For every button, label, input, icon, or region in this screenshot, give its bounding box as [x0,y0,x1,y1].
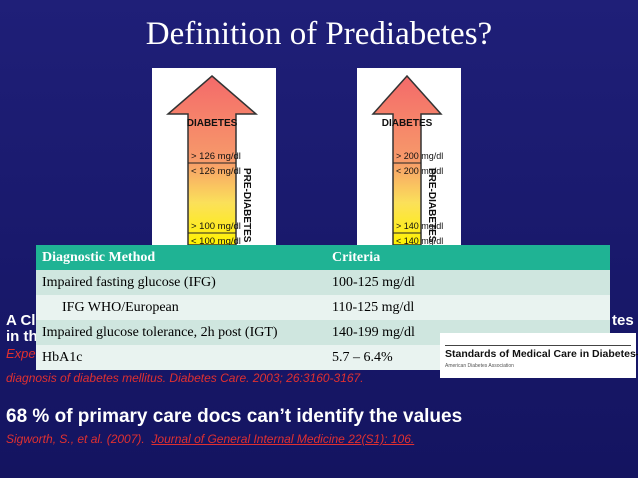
rule [445,345,631,346]
arrow-label: < 100 mg/dl [191,236,241,245]
cell: IFG WHO/European [36,295,326,320]
criteria-table: Diagnostic Method Criteria Impaired fasti… [36,245,610,370]
cell: 110-125 mg/dl [326,295,610,320]
text-fragment: tes [612,312,634,329]
arrow-label: < 200 mg/dl [396,166,443,176]
arrow-label: < 126 mg/dl [191,166,241,177]
side-label: PRE-DIABETES [241,168,252,243]
text-fragment: in th [6,328,38,345]
statement: 68 % of primary care docs can’t identify… [6,406,463,427]
cell: HbA1c [36,345,326,370]
slide-title: Definition of Prediabetes? [145,16,493,52]
arrow-label: > 100 mg/dl [191,221,241,232]
arrow [371,74,443,245]
citation: Sigworth, S., et al. (2007). Journal of … [6,432,414,446]
side-label: PRE-DIABETES [426,168,437,243]
arrow-label: DIABETES [382,118,433,129]
arrow-image: DIABETES > 200 mg/dl < 200 mg/dl > 140 mg/d… [357,68,461,245]
cell: Impaired glucose tolerance, 2h post (IGT… [36,320,326,345]
citation-authors: Sigworth, S., et al. (2007). [6,432,145,446]
cell: 100-125 mg/dl [326,270,610,295]
arrow [165,75,259,245]
arrow-label: > 200 mg/dl [396,151,443,161]
standards-publisher: American Diabetes Association [445,363,514,369]
cell: Impaired fasting glucose (IFG) [36,270,326,295]
header-cell: Diagnostic Method [36,245,326,270]
citation-journal: Journal of General Internal Medicine 22(… [151,432,415,446]
header-cell: Criteria [326,245,610,270]
arrow-label: > 140 mg/dl [396,221,443,231]
arrow-label: > 126 mg/dl [191,151,241,162]
arrow-label: < 140 mg/dl [396,236,443,245]
reference: diagnosis of diabetes mellitus. Diabetes… [6,371,364,385]
standards-title: Standards of Medical Care in Diabetes—20… [445,348,638,360]
text-fragment: Expe [6,346,36,361]
standards-image: Standards of Medical Care in Diabetes—20… [440,333,638,378]
text-fragment: A Cl [6,312,36,329]
arrow-image: DIABETES > 126 mg/dl < 126 mg/dl > 100 mg/d… [152,68,276,245]
arrow-label: DIABETES [187,118,238,129]
